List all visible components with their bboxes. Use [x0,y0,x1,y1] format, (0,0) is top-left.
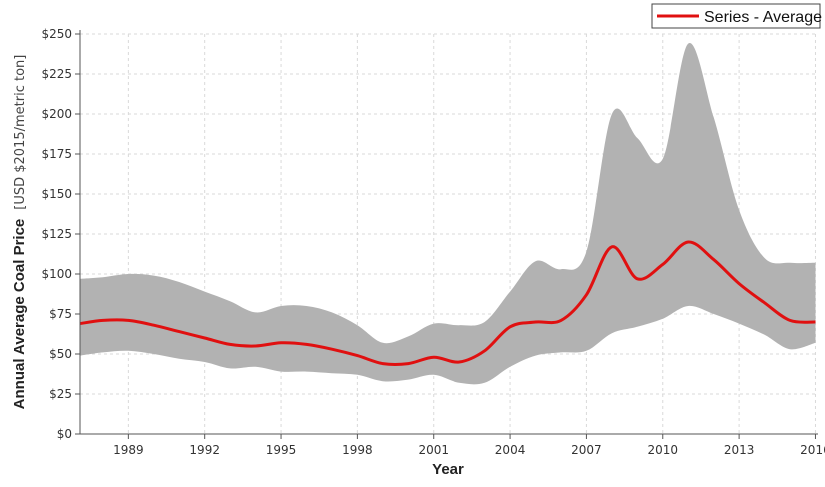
y-tick-label: $125 [41,227,72,241]
y-axis-ticks: $0 $25 $50 $75 $100 $125 $150 $175 $200 $225 $250 [41,27,80,441]
y-axis-title-main: Annual Average Coal Price [11,219,28,410]
legend-box [651,3,821,29]
y-tick-label: $75 [49,307,72,321]
x-axis-title: Year [432,461,464,478]
x-tick-label: 1992 [189,443,220,457]
x-tick-label: 1998 [342,443,373,457]
price-range-band [80,42,816,385]
x-axis-ticks: 1989 1992 1995 1998 2001 2004 2007 2010 2013 2016 [113,434,825,457]
x-tick-label: 2001 [418,443,449,457]
x-tick-label: 2007 [571,443,602,457]
x-tick-label: 1995 [266,443,297,457]
series-average-line [79,240,816,366]
y-tick-label: $225 [41,67,72,81]
y-tick-label: $175 [41,147,72,161]
y-tick-label: $25 [49,387,72,401]
y-tick-label: $50 [49,347,72,361]
x-tick-label: 2013 [724,443,755,457]
y-tick-label: $0 [57,427,72,441]
grid-lines [80,33,818,434]
y-axis-title-unit: [USD $2015/metric ton] [13,55,28,210]
legend: Series - Average [651,3,822,29]
y-tick-label: $150 [41,187,72,201]
y-tick-label: $100 [41,267,72,281]
x-tick-label: 2010 [647,443,678,457]
x-tick-label: 2016 [800,443,825,457]
legend-label: Series - Average [704,9,822,26]
axes [79,30,818,435]
y-tick-label: $200 [41,107,72,121]
x-tick-label: 2004 [495,443,526,457]
y-tick-label: $250 [41,27,72,41]
y-axis-title: Annual Average Coal Price [USD $2015/met… [11,55,28,410]
x-tick-label: 1989 [113,443,144,457]
